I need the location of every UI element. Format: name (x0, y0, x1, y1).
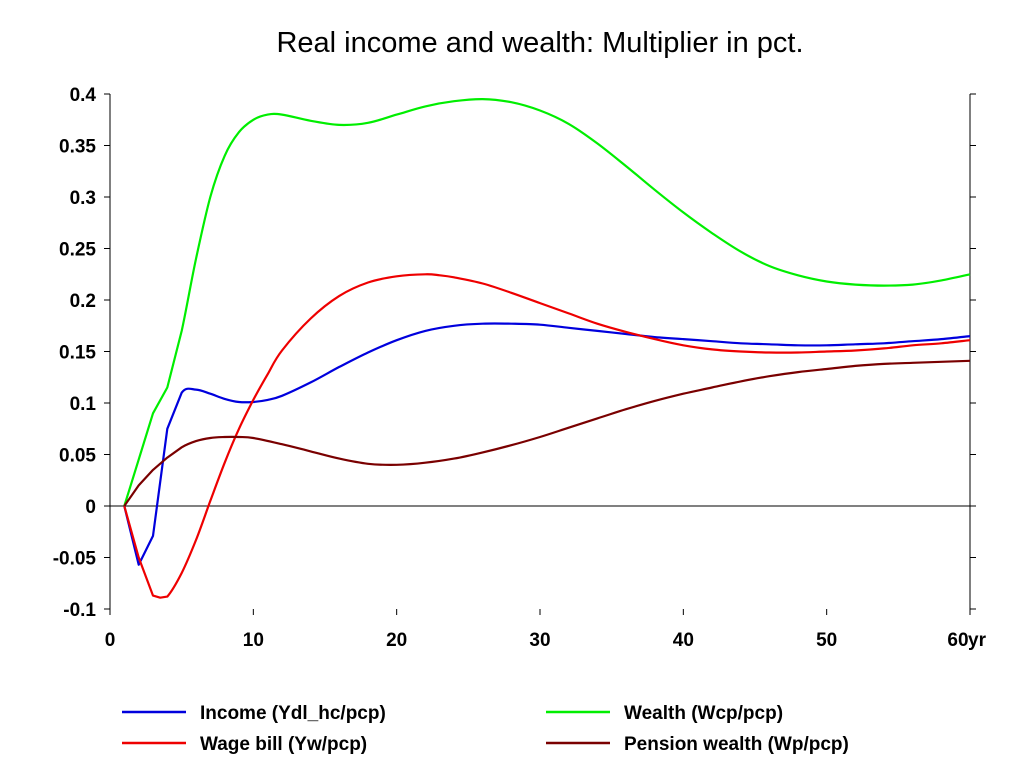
y-tick-label: -0.1 (63, 600, 96, 621)
legend-label-1: Wage bill (Yw/pcp) (200, 734, 367, 755)
y-tick-label: -0.05 (53, 549, 97, 570)
legend: Income (Ydl_hc/pcp) Wage bill (Yw/pcp) Wea… (122, 703, 849, 755)
x-tick-label: 30 (529, 630, 550, 651)
series-line-2 (123, 97, 971, 507)
x-tick-label: 10 (243, 630, 264, 651)
series-line-0 (123, 322, 971, 566)
x-tick-label: 0 (105, 630, 116, 651)
y-tick-label: 0 (85, 497, 96, 518)
y-tick-label: 0.1 (70, 394, 97, 415)
chart-title: Real income and wealth: Multiplier in pc… (276, 27, 803, 59)
y-tick-label: 0.35 (59, 137, 96, 158)
y-tick-label: 0.25 (59, 240, 96, 261)
y-tick-label: 0.15 (59, 343, 96, 364)
x-tick-label: 50 (816, 630, 837, 651)
legend-label-2: Wealth (Wcp/pcp) (624, 703, 783, 724)
series-lines (123, 97, 971, 599)
legend-label-3: Pension wealth (Wp/pcp) (624, 734, 849, 755)
y-tick-label: 0.05 (59, 446, 96, 467)
legend-label-0: Income (Ydl_hc/pcp) (200, 703, 386, 724)
y-tick-label: 0.4 (70, 85, 97, 106)
x-unit-label: yr (968, 630, 987, 651)
series-line-1 (123, 273, 971, 599)
y-tick-label: 0.2 (70, 291, 96, 312)
x-tick-label: 40 (673, 630, 694, 651)
series-line-3 (123, 359, 971, 507)
axes: -0.1 -0.05 0 0.05 0.1 0.15 0.2 0.25 0.3 0.35 0.4 0 1… (53, 85, 987, 651)
x-tick-label: 20 (386, 630, 407, 651)
x-tick-label: 60 (947, 630, 968, 651)
y-tick-label: 0.3 (70, 188, 96, 209)
